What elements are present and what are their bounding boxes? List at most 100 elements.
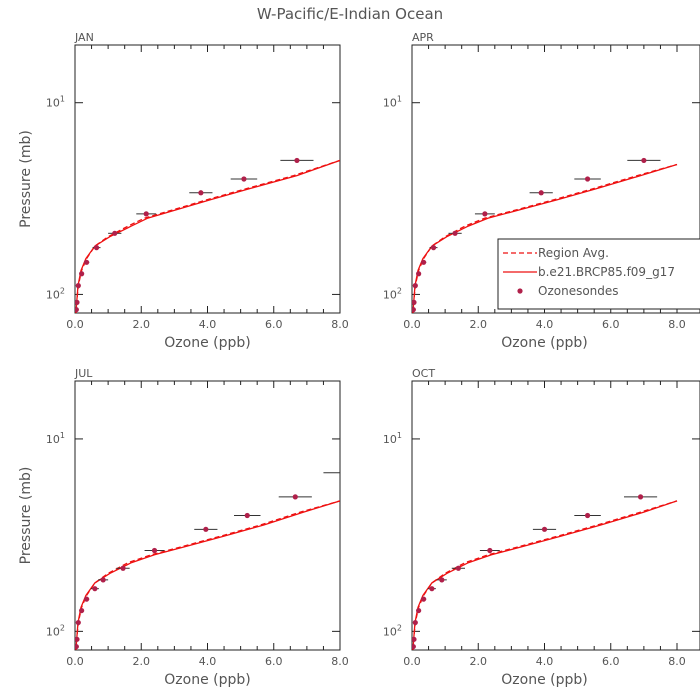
ozonesonde-point xyxy=(75,307,79,313)
series-line-model xyxy=(75,159,340,313)
x-ticks: 0.0 2.0 4.0 6.0 8.0 xyxy=(403,45,686,331)
plot-frame xyxy=(411,380,700,651)
ozonesonde-point xyxy=(75,299,80,305)
ozonesonde-point xyxy=(92,586,98,592)
series-line-region-avg xyxy=(75,500,340,650)
panels: JAN 0.0 2.0 4.0 6.0 8.0 101 102 Ozone (ppb) Press… xyxy=(18,31,700,688)
x-axis-label: Ozone (ppb) xyxy=(501,335,587,351)
ozonesonde-point xyxy=(412,619,418,626)
panel-apr: APR 0.0 2.0 4.0 6.0 8.0 101 102 Ozone (ppb) xyxy=(383,31,700,351)
ozonesonde-point xyxy=(75,619,81,626)
ozonesonde-point xyxy=(294,157,300,164)
ozonesonde-point xyxy=(112,230,118,236)
legend-swatch-point xyxy=(517,288,523,294)
ozonesonde-point xyxy=(241,176,247,182)
plot-frame xyxy=(411,44,700,314)
ozonesonde-point xyxy=(79,271,85,277)
data-layer xyxy=(412,157,678,313)
x-axis-label: Ozone (ppb) xyxy=(501,672,587,688)
ozonesonde-point xyxy=(584,176,591,182)
panel-jan: JAN 0.0 2.0 4.0 6.0 8.0 101 102 Ozone (ppb) Press… xyxy=(18,31,349,351)
ozonesonde-point xyxy=(83,259,90,265)
ozonesonde-point xyxy=(452,230,458,236)
y-axis-label: Pressure (mb) xyxy=(18,467,34,565)
x-tick-label: 4.0 xyxy=(199,655,217,668)
y-axis-label: Pressure (mb) xyxy=(18,130,34,228)
x-tick-label: 0.0 xyxy=(403,655,421,668)
ozonesonde-point xyxy=(487,547,493,554)
ozonesonde-point xyxy=(455,565,461,571)
ozonesonde-point xyxy=(429,586,435,592)
x-ticks: 0.0 2.0 4.0 6.0 8.0 xyxy=(66,45,349,331)
x-tick-label: 8.0 xyxy=(668,655,686,668)
ozonesonde-point xyxy=(120,565,126,571)
ozonesonde-point xyxy=(75,643,79,650)
ozonesonde-point xyxy=(143,211,149,217)
x-tick-label: 8.0 xyxy=(668,318,686,331)
panel-title: APR xyxy=(412,31,434,44)
ozonesonde-point xyxy=(538,190,544,196)
data-layer xyxy=(412,494,678,650)
legend-box xyxy=(497,238,700,310)
x-ticks: 0.0 2.0 4.0 6.0 8.0 xyxy=(66,381,349,668)
panel-title: OCT xyxy=(412,367,435,380)
y-tick-label: 101 xyxy=(46,431,65,446)
x-tick-label: 6.0 xyxy=(602,318,620,331)
legend: Region Avg. b.e21.BRCP85.f09_g17 Ozonesond… xyxy=(497,238,700,310)
data-layer xyxy=(75,157,340,313)
x-tick-label: 0.0 xyxy=(66,655,84,668)
y-tick-label: 102 xyxy=(46,623,65,638)
y-tick-label: 101 xyxy=(383,431,402,446)
y-ticks: 101 102 xyxy=(383,431,700,638)
ozonesonde-point xyxy=(151,547,158,554)
ozonesonde-point xyxy=(75,636,80,642)
ozonesonde-point xyxy=(541,526,548,532)
ozonesonde-point xyxy=(412,643,416,650)
ozonesonde-point xyxy=(244,512,250,519)
ozonesonde-point xyxy=(75,283,81,289)
ozonesonde-point xyxy=(412,283,418,289)
ozonesonde-point xyxy=(439,577,445,583)
ozonesonde-point xyxy=(430,245,437,251)
x-tick-label: 2.0 xyxy=(133,655,151,668)
legend-region-avg-label: Region Avg. xyxy=(538,246,609,260)
x-tick-label: 8.0 xyxy=(331,318,349,331)
x-tick-label: 4.0 xyxy=(199,318,217,331)
ozonesonde-point xyxy=(412,299,417,305)
x-tick-label: 2.0 xyxy=(470,655,488,668)
x-tick-label: 0.0 xyxy=(403,318,421,331)
ozonesonde-point xyxy=(198,190,204,196)
x-tick-label: 4.0 xyxy=(536,318,554,331)
legend-ozonesondes-label: Ozonesondes xyxy=(538,284,619,298)
y-tick-label: 102 xyxy=(46,286,65,301)
plot-frame xyxy=(74,380,341,651)
ozonesonde-point xyxy=(203,526,209,532)
ozonesonde-point xyxy=(93,245,100,251)
panel-oct: OCT 0.0 2.0 4.0 6.0 8.0 101 102 Ozone (ppb) xyxy=(383,367,700,688)
series-line-region-avg xyxy=(412,500,678,650)
ozonesonde-point xyxy=(79,607,85,614)
data-layer xyxy=(75,438,340,650)
panel-jul: JUL 0.0 2.0 4.0 6.0 8.0 101 102 Ozone (ppb) Press… xyxy=(18,367,349,688)
y-ticks: 101 102 xyxy=(46,95,340,301)
y-tick-label: 102 xyxy=(383,286,402,301)
x-tick-label: 2.0 xyxy=(470,318,488,331)
y-ticks: 101 102 xyxy=(383,95,700,301)
x-axis-label: Ozone (ppb) xyxy=(164,335,250,351)
x-tick-label: 6.0 xyxy=(265,655,283,668)
legend-model-label: b.e21.BRCP85.f09_g17 xyxy=(538,265,675,279)
figure-title: W-Pacific/E-Indian Ocean xyxy=(257,5,443,23)
series-line-model xyxy=(412,500,678,650)
y-ticks: 101 102 xyxy=(46,431,340,638)
ozonesonde-point xyxy=(584,512,591,519)
x-tick-label: 6.0 xyxy=(265,318,283,331)
ozonesonde-point xyxy=(292,494,298,500)
x-tick-label: 8.0 xyxy=(331,655,349,668)
ozonesonde-point xyxy=(641,157,647,164)
y-tick-label: 102 xyxy=(383,623,402,638)
plot-frame xyxy=(74,44,341,314)
ozonesonde-point xyxy=(100,577,106,583)
x-tick-label: 4.0 xyxy=(536,655,554,668)
x-tick-label: 2.0 xyxy=(133,318,151,331)
